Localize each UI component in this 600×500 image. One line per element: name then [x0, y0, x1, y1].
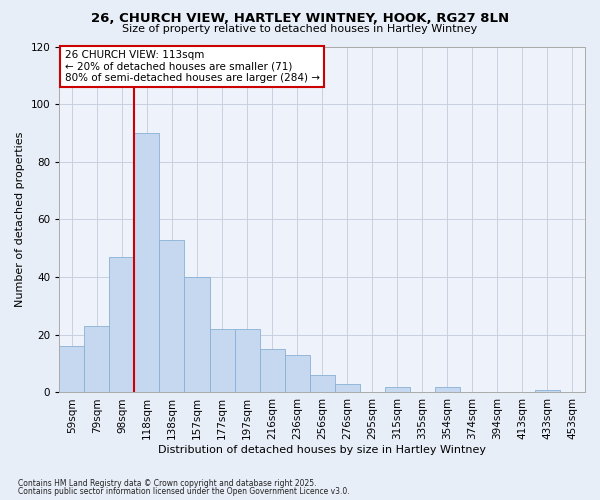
Bar — [109, 257, 134, 392]
Y-axis label: Number of detached properties: Number of detached properties — [15, 132, 25, 307]
Text: Size of property relative to detached houses in Hartley Wintney: Size of property relative to detached ho… — [122, 24, 478, 34]
Text: Contains public sector information licensed under the Open Government Licence v3: Contains public sector information licen… — [18, 487, 350, 496]
Bar — [160, 240, 184, 392]
Bar — [284, 355, 310, 393]
Bar — [385, 386, 410, 392]
Bar — [209, 329, 235, 392]
Bar — [134, 133, 160, 392]
Text: 26 CHURCH VIEW: 113sqm
← 20% of detached houses are smaller (71)
80% of semi-det: 26 CHURCH VIEW: 113sqm ← 20% of detached… — [65, 50, 320, 83]
Bar — [260, 349, 284, 393]
Bar — [85, 326, 109, 392]
Text: 26, CHURCH VIEW, HARTLEY WINTNEY, HOOK, RG27 8LN: 26, CHURCH VIEW, HARTLEY WINTNEY, HOOK, … — [91, 12, 509, 26]
Bar — [535, 390, 560, 392]
Bar — [335, 384, 360, 392]
Bar — [184, 277, 209, 392]
Bar — [59, 346, 85, 393]
Text: Contains HM Land Registry data © Crown copyright and database right 2025.: Contains HM Land Registry data © Crown c… — [18, 478, 317, 488]
Bar — [435, 386, 460, 392]
X-axis label: Distribution of detached houses by size in Hartley Wintney: Distribution of detached houses by size … — [158, 445, 486, 455]
Bar — [310, 375, 335, 392]
Bar — [235, 329, 260, 392]
